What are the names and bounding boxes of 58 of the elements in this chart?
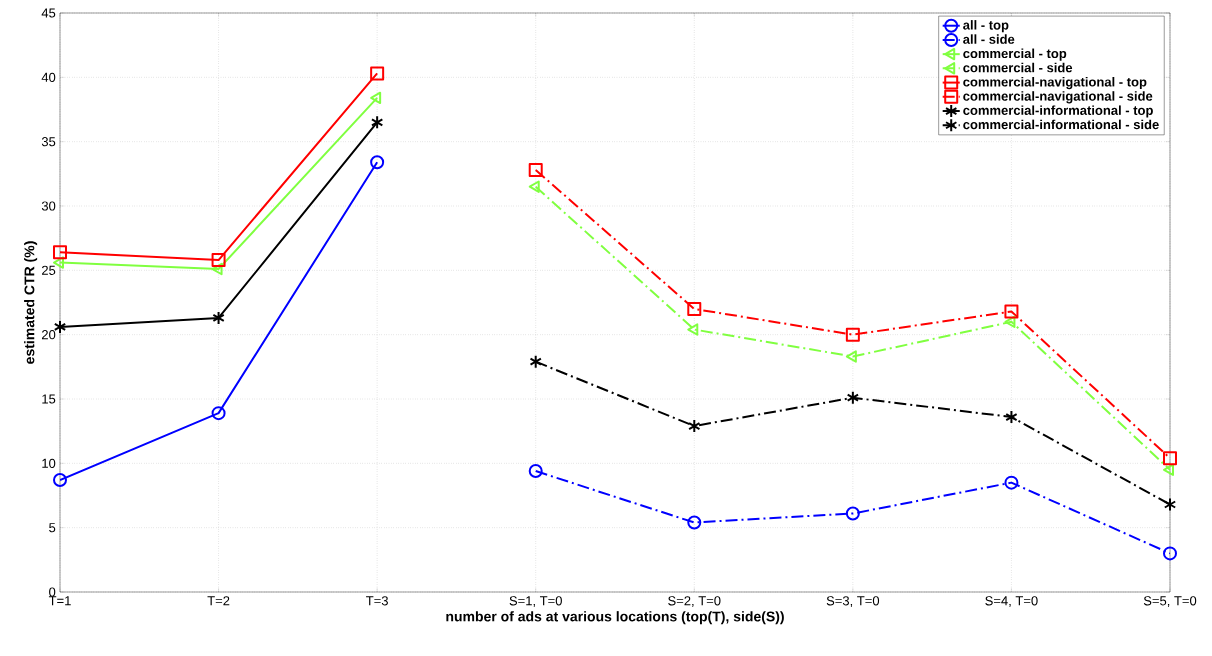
y-tick-label: 35 <box>41 137 56 147</box>
point <box>1004 304 1019 319</box>
point <box>370 91 382 105</box>
legend-label: commercial-navigational - top <box>963 76 1147 90</box>
legend-label: commercial - top <box>963 48 1067 61</box>
point <box>370 115 384 130</box>
legend-label: commercial-navigational - side <box>963 91 1153 104</box>
y-tick-label: 45 <box>41 8 56 18</box>
x-tick-label: T=2 <box>207 596 230 606</box>
legend-label: commercial-informational - top <box>963 105 1153 118</box>
legend-label: commercial-informational - side <box>963 119 1159 130</box>
point <box>529 354 542 369</box>
y-tick-label: 0 <box>49 587 56 597</box>
point <box>688 419 701 434</box>
x-axis-title: number of ads at various locations (top(T), side(S)) <box>446 611 784 625</box>
point <box>528 162 543 177</box>
x-tick-label: T=3 <box>366 596 388 606</box>
x-tick-label: T=1 <box>48 596 71 606</box>
y-tick-label: 15 <box>42 394 56 404</box>
point <box>845 327 860 342</box>
y-axis-title: estimated CTR (%) <box>24 241 38 364</box>
point <box>1163 546 1177 561</box>
point <box>211 406 226 421</box>
y-tick-label: 30 <box>41 201 56 211</box>
point <box>687 301 702 316</box>
point <box>1163 463 1174 476</box>
x-tick-label: S=5, T=0 <box>1143 596 1197 607</box>
legend-label: all - side <box>963 34 1015 44</box>
y-tick-label: 5 <box>49 523 56 533</box>
x-tick-label: S=3, T=0 <box>826 596 880 607</box>
point <box>528 180 540 193</box>
point <box>1163 451 1177 466</box>
point <box>528 464 543 479</box>
point <box>1005 410 1018 425</box>
point <box>211 253 226 268</box>
y-tick-label: 40 <box>41 72 56 82</box>
x-tick-label: S=4, T=0 <box>985 596 1038 607</box>
x-tick-label: S=2, T=0 <box>668 596 721 607</box>
y-tick-label: 20 <box>42 330 56 340</box>
y-tick-label: 25 <box>42 265 56 275</box>
point <box>53 473 67 488</box>
point <box>687 323 699 336</box>
y-tick-label: 10 <box>42 458 56 468</box>
legend-label: commercial - side <box>963 62 1073 73</box>
point <box>370 155 385 170</box>
x-tick-label: S=1, T=0 <box>509 596 562 607</box>
legend-label: all - top <box>963 20 1009 33</box>
point <box>846 390 860 405</box>
point <box>845 350 857 363</box>
point <box>53 245 67 260</box>
point <box>845 506 860 521</box>
point <box>687 515 702 530</box>
point <box>1004 315 1016 328</box>
point <box>212 310 225 325</box>
point <box>370 66 385 81</box>
point <box>1004 475 1019 490</box>
point <box>211 262 223 276</box>
point <box>1163 497 1177 512</box>
